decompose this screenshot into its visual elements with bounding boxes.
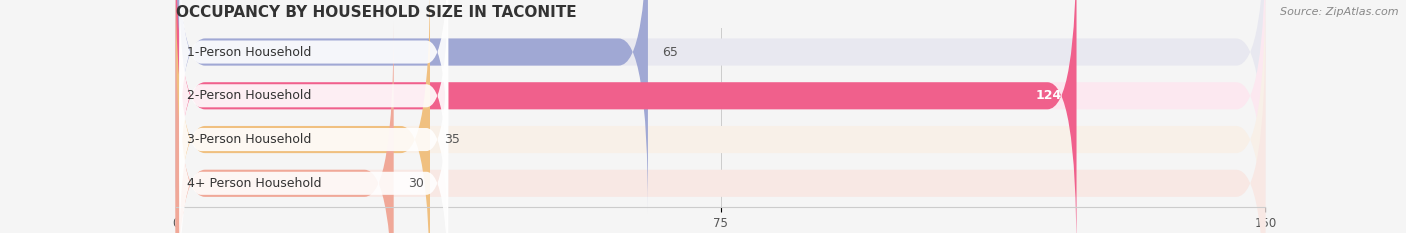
FancyBboxPatch shape: [180, 20, 449, 233]
FancyBboxPatch shape: [176, 0, 1265, 233]
FancyBboxPatch shape: [180, 64, 449, 233]
Text: OCCUPANCY BY HOUSEHOLD SIZE IN TACONITE: OCCUPANCY BY HOUSEHOLD SIZE IN TACONITE: [176, 5, 576, 20]
Text: Source: ZipAtlas.com: Source: ZipAtlas.com: [1281, 7, 1399, 17]
FancyBboxPatch shape: [176, 22, 394, 233]
FancyBboxPatch shape: [176, 22, 1265, 233]
FancyBboxPatch shape: [176, 0, 1265, 233]
FancyBboxPatch shape: [180, 0, 449, 216]
FancyBboxPatch shape: [176, 0, 648, 213]
FancyBboxPatch shape: [176, 0, 1265, 213]
Text: 2-Person Household: 2-Person Household: [187, 89, 311, 102]
FancyBboxPatch shape: [176, 0, 430, 233]
Text: 4+ Person Household: 4+ Person Household: [187, 177, 321, 190]
Text: 124: 124: [1036, 89, 1062, 102]
Text: 1-Person Household: 1-Person Household: [187, 45, 311, 58]
FancyBboxPatch shape: [180, 0, 449, 172]
Text: 3-Person Household: 3-Person Household: [187, 133, 311, 146]
FancyBboxPatch shape: [176, 0, 1077, 233]
Text: 30: 30: [408, 177, 425, 190]
Text: 65: 65: [662, 45, 678, 58]
Text: 35: 35: [444, 133, 460, 146]
